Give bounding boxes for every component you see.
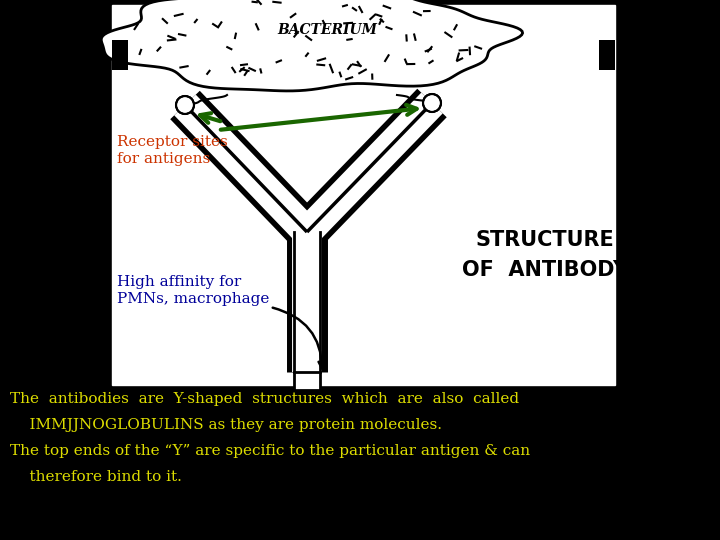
Text: therefore bind to it.: therefore bind to it. <box>10 470 182 484</box>
Text: The top ends of the “Y” are specific to the particular antigen & can: The top ends of the “Y” are specific to … <box>10 444 530 458</box>
Text: Receptor sites
for antigens: Receptor sites for antigens <box>117 135 228 166</box>
Bar <box>112 5 615 385</box>
Text: BACTERIUM: BACTERIUM <box>277 23 377 37</box>
Text: High affinity for
PMNs, macrophage: High affinity for PMNs, macrophage <box>117 275 269 306</box>
Bar <box>599 40 615 70</box>
Circle shape <box>423 94 441 112</box>
Bar <box>180 100 190 110</box>
Text: STRUCTURE
OF  ANTIBODY: STRUCTURE OF ANTIBODY <box>462 230 628 280</box>
Bar <box>112 40 128 70</box>
Text: IMMJJNOGLOBULINS as they are protein molecules.: IMMJJNOGLOBULINS as they are protein mol… <box>10 418 442 432</box>
Bar <box>294 372 320 390</box>
Text: The  antibodies  are  Y-shaped  structures  which  are  also  called: The antibodies are Y-shaped structures w… <box>10 392 519 406</box>
Polygon shape <box>102 0 523 91</box>
Bar <box>427 98 437 108</box>
Circle shape <box>176 96 194 114</box>
